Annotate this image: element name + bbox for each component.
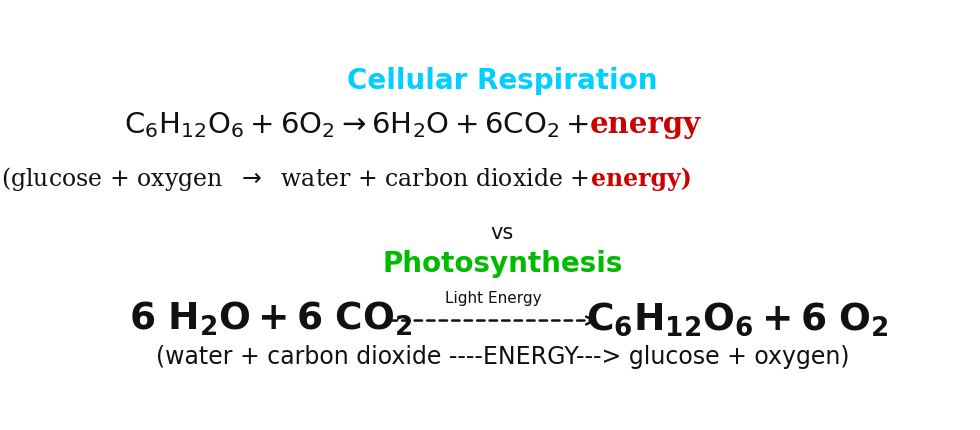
Text: vs: vs: [491, 222, 514, 242]
Text: $\mathbf{6\ H_2O + 6\ CO_2}$: $\mathbf{6\ H_2O + 6\ CO_2}$: [129, 299, 413, 337]
Text: Light Energy: Light Energy: [445, 291, 541, 306]
Text: Photosynthesis: Photosynthesis: [382, 249, 622, 277]
Text: energy: energy: [590, 110, 701, 139]
Text: Cellular Respiration: Cellular Respiration: [347, 67, 658, 95]
Text: (glucose + oxygen  $\rightarrow$  water + carbon dioxide +: (glucose + oxygen $\rightarrow$ water + …: [1, 165, 591, 193]
Text: energy): energy): [591, 167, 692, 191]
Text: $\mathbf{C_6H_{12}O_6 + 6\ O_2}$: $\mathbf{C_6H_{12}O_6 + 6\ O_2}$: [586, 299, 889, 337]
Text: $\mathrm{C_6H_{12}O_6 + 6O_2 \rightarrow 6H_2O + 6CO_2 +\ }$: $\mathrm{C_6H_{12}O_6 + 6O_2 \rightarrow…: [124, 110, 590, 139]
Text: (water + carbon dioxide ----ENERGY---> glucose + oxygen): (water + carbon dioxide ----ENERGY---> g…: [156, 344, 849, 368]
